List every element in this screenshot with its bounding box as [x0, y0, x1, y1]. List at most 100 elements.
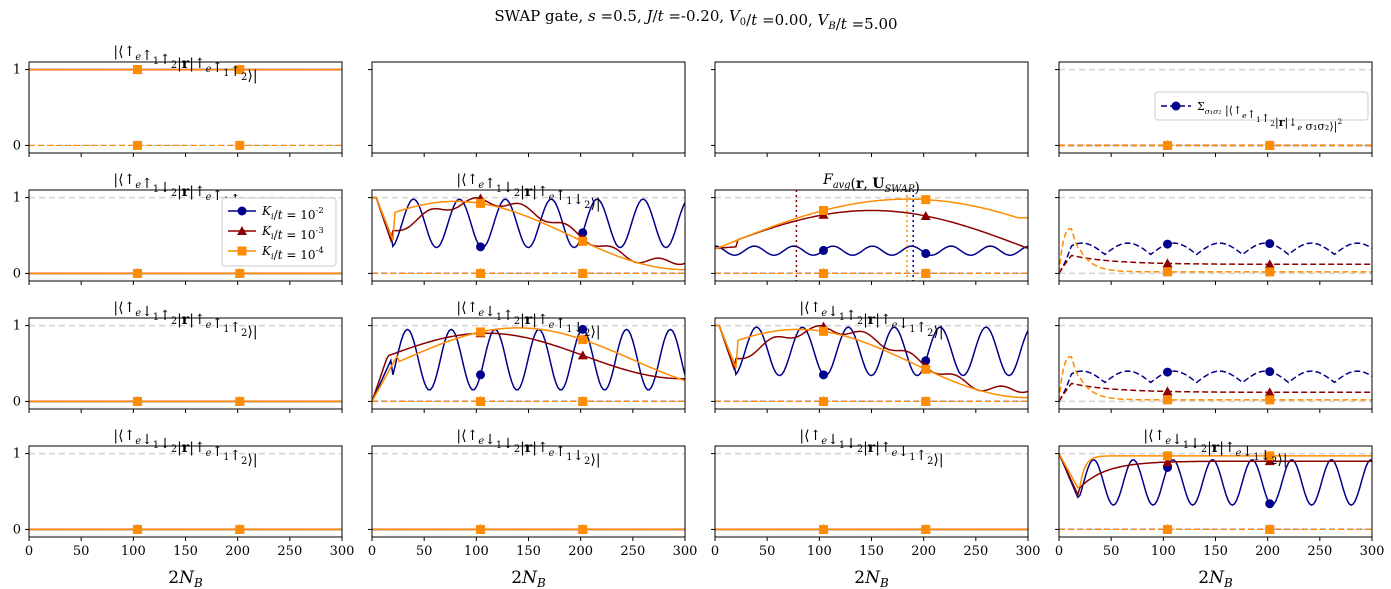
marker-k4 — [476, 327, 486, 337]
plot-area — [1059, 196, 1372, 277]
marker-zero-k4 — [819, 268, 829, 278]
series-line-k4 — [372, 196, 685, 271]
x-tick-label: 200 — [911, 544, 936, 559]
series-line-k4 — [715, 198, 1028, 250]
panel-title: |⟨↑e↓1↓2|r|↑e↓1↓2⟩| — [1143, 428, 1287, 468]
plot-area — [372, 452, 685, 534]
x-tick-label: 250 — [1307, 544, 1332, 559]
y-tick-label: 0 — [13, 266, 21, 281]
x-tick-label: 300 — [1360, 544, 1385, 559]
series-line-k3 — [715, 209, 1028, 250]
leak-legend-label: Σσ₁σ₂ |⟨↑e↑1↑2|r|↓e σ₁σ₂⟩|2 — [1197, 100, 1342, 134]
series-line-k2 — [1059, 453, 1372, 506]
axes-frame — [28, 317, 343, 410]
marker-k4 — [476, 524, 486, 534]
leak-legend-marker — [1171, 101, 1181, 111]
marker-k2 — [921, 356, 931, 366]
axes-frame — [371, 61, 686, 154]
y-tick-label: 1 — [13, 63, 21, 78]
panel-title: |⟨↑e↓1↑2|r|↑e↓1↑2⟩| — [799, 300, 943, 340]
marker-k3 — [1264, 259, 1275, 269]
plot-area — [29, 196, 342, 278]
panel-title: |⟨↑e↑1↑2|r|↑e↑1↑2⟩| — [113, 44, 257, 84]
marker-k3 — [577, 350, 588, 360]
marker-k4 — [133, 65, 143, 75]
series-line-k3 — [1059, 382, 1372, 402]
series-line-k2 — [1059, 370, 1372, 402]
x-axis-label: 2NB — [511, 568, 546, 589]
panel-grid: 0 1 |⟨↑e↑1↑2|r|↑e↑1↑2⟩| Σσ₁σ₂ |⟨↑e↑1↑2|r|↓e… — [13, 44, 1385, 589]
panel-r3-c0: 0 50 100 150 200 250 300 0 1 |⟨↑e↓1↓2|r|↑e↑1↑2⟩| 2… — [13, 428, 355, 589]
marker-k4 — [235, 396, 245, 406]
series-line-k2 — [1059, 242, 1372, 274]
x-axis-label: 2NB — [1198, 568, 1233, 589]
axes-frame — [28, 61, 343, 154]
axes-frame — [371, 445, 686, 538]
marker-zero-k4 — [578, 268, 588, 278]
x-tick-label: 50 — [416, 544, 433, 559]
marker-k3 — [1264, 456, 1275, 466]
marker-k4 — [235, 268, 245, 278]
x-tick-label: 200 — [1255, 544, 1280, 559]
legend-marker — [237, 246, 247, 256]
marker-zero-k4 — [1163, 524, 1173, 534]
x-tick-label: 250 — [620, 544, 645, 559]
marker-k4 — [133, 524, 143, 534]
x-axis-label: 2NB — [854, 568, 889, 589]
series-line-k3 — [1059, 453, 1372, 497]
marker-k4 — [1163, 267, 1173, 277]
marker-zero-k4 — [1265, 524, 1275, 534]
x-tick-label: 0 — [1055, 544, 1063, 559]
x-tick-label: 150 — [516, 544, 541, 559]
marker-zero-k4 — [476, 268, 486, 278]
series-line-k4 — [372, 327, 685, 402]
marker-k3 — [920, 210, 931, 220]
marker-k4 — [921, 524, 931, 534]
marker-k4 — [476, 198, 486, 208]
panel-title: |⟨↑e↓1↓2|r|↑e↓1↑2⟩| — [799, 428, 943, 468]
marker-k2 — [819, 245, 829, 255]
y-tick-label: 0 — [13, 394, 21, 409]
panel-r1-c2: Favg(r, USWAP) — [711, 172, 1029, 285]
marker-k4 — [1265, 140, 1275, 150]
x-tick-label: 100 — [807, 544, 832, 559]
x-tick-label: 300 — [1016, 544, 1041, 559]
axes-frame — [714, 445, 1029, 538]
leak-legend: Σσ₁σ₂ |⟨↑e↑1↑2|r|↓e σ₁σ₂⟩|2 — [1154, 91, 1369, 134]
panel-title: |⟨↑e↓1↑2|r|↑e↑1↑2⟩| — [113, 300, 257, 340]
y-tick-label: 1 — [13, 447, 21, 462]
plot-area — [715, 452, 1028, 534]
marker-k3 — [1162, 386, 1173, 396]
series-line-k2 — [715, 324, 1028, 377]
marker-k4 — [921, 195, 931, 205]
axes-frame — [1058, 317, 1373, 410]
legend-marker — [237, 226, 247, 235]
marker-zero-k4 — [476, 396, 486, 406]
marker-k4 — [1163, 395, 1173, 405]
series-line-k2 — [372, 328, 685, 402]
panel-r3-c2: 0 50 100 150 200 250 300 |⟨↑e↓1↓2|r|↑e↓1↑2⟩| 2NB — [711, 428, 1041, 589]
marker-zero-k4 — [921, 268, 931, 278]
legend-marker — [237, 206, 247, 216]
marker-k4 — [921, 364, 931, 374]
legend-label: Ki/t = 10-4 — [261, 244, 324, 262]
series-line-k3 — [1059, 254, 1372, 274]
panel-r1-c0: 01|⟨↑e↑1↓2|r|↑e↑1↑2⟩|Ki/t = 10-2Ki/t = 1… — [13, 172, 343, 285]
y-tick-label: 0 — [13, 138, 21, 153]
plot-area — [715, 321, 1028, 406]
panel-r2-c3 — [1055, 317, 1373, 413]
panel-r3-c3: 0 50 100 150 200 250 300 |⟨↑e↓1↓2|r|↑e↓1↓2⟩| 2NB — [1055, 428, 1385, 589]
x-tick-label: 300 — [330, 544, 355, 559]
x-tick-label: 50 — [759, 544, 776, 559]
marker-k4 — [1265, 451, 1275, 461]
marker-k2 — [819, 370, 829, 380]
plot-area — [1059, 451, 1372, 534]
marker-k4 — [1265, 395, 1275, 405]
marker-k2 — [1163, 367, 1173, 377]
x-tick-label: 0 — [25, 544, 33, 559]
marker-zero-k4 — [921, 396, 931, 406]
x-tick-label: 100 — [1151, 544, 1176, 559]
plot-area — [29, 64, 342, 150]
x-tick-label: 100 — [121, 544, 146, 559]
marker-k2 — [578, 324, 588, 334]
